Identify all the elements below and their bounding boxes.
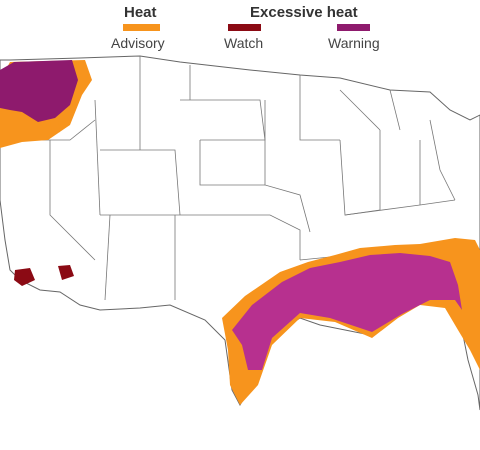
legend-title-excessive-heat: Excessive heat — [250, 4, 358, 21]
watch-area-southwest-east — [58, 265, 74, 280]
legend-swatch-warning — [337, 24, 370, 31]
watch-area-southwest-west — [14, 268, 35, 286]
legend-title-heat: Heat — [124, 4, 157, 21]
state-borders — [0, 56, 461, 301]
legend-swatch-advisory — [123, 24, 160, 31]
warning-area-south — [232, 253, 462, 370]
legend-swatch-watch — [228, 24, 261, 31]
warning-area-northwest — [0, 60, 78, 122]
legend-label-watch: Watch — [224, 35, 264, 51]
map-legend: Heat Excessive heat Advisory Watch Warni… — [0, 0, 480, 56]
legend-label-warning: Warning — [328, 35, 380, 51]
legend-label-advisory: Advisory — [111, 35, 165, 51]
advisory-island-northwest — [50, 118, 60, 134]
